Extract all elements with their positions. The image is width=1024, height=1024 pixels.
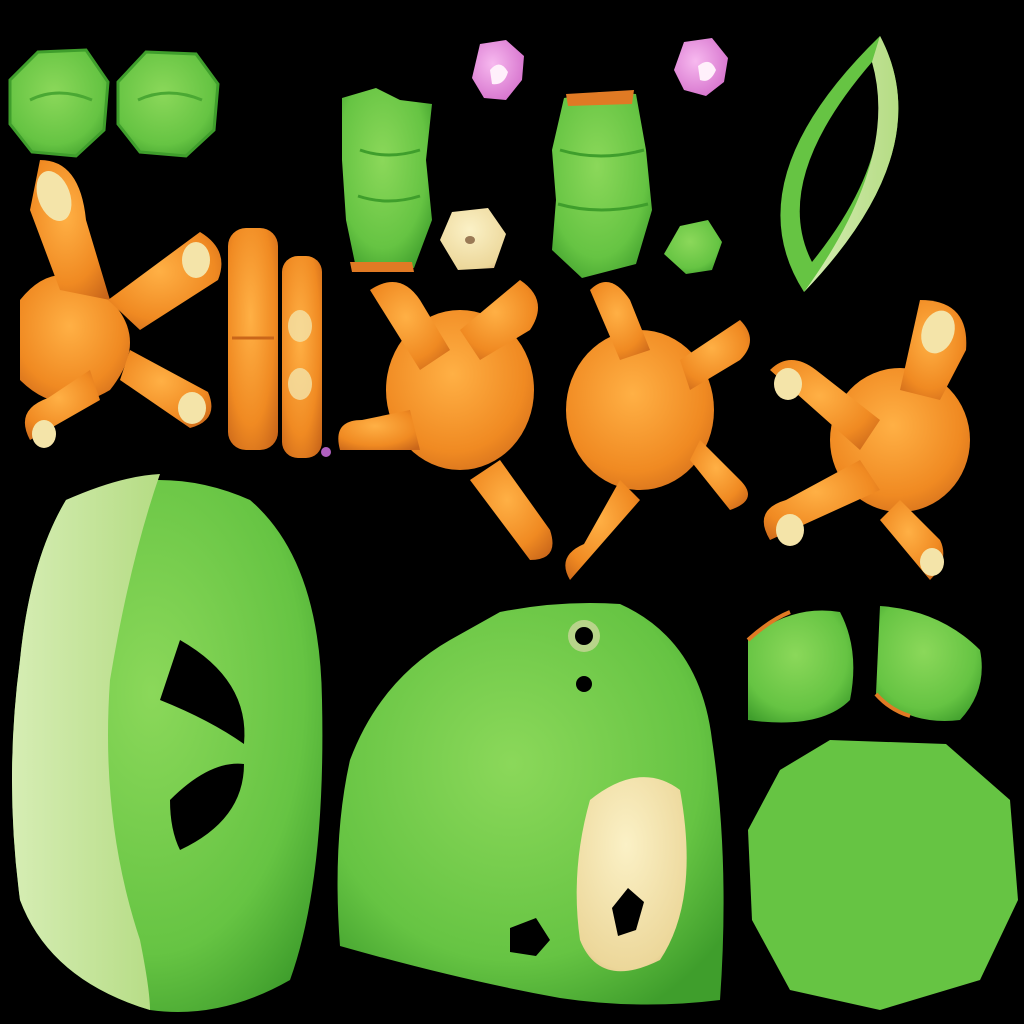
ear-curl-right [674,38,728,96]
eye-socket-lower [170,763,244,850]
toe-strip-thin [282,256,322,458]
webbed-foot-4 [763,300,970,580]
eye-socket-upper [160,640,245,744]
limb-segment-right [552,90,652,278]
eye-disc-right [116,50,220,158]
body-hole-right [612,888,644,936]
eye-disc-left [8,48,110,158]
body-hole-left [510,918,550,956]
toe-strip-tall [228,228,278,450]
leaf-ring [780,36,899,292]
head-shell [12,474,323,1012]
leaf-flap-right [874,606,982,721]
body-shell [337,603,724,1005]
base-disc [748,740,1018,1010]
webbed-foot-2 [338,280,553,560]
hex-patch [664,220,722,274]
webbed-foot-1 [20,160,222,448]
body-hole-mid [576,676,592,692]
webbed-foot-3 [565,282,750,580]
leaf-flap-left [746,610,854,723]
ear-curl-left [472,40,524,100]
limb-segment-left [342,88,432,272]
stray-speck [321,447,331,457]
cream-nub [440,208,506,270]
